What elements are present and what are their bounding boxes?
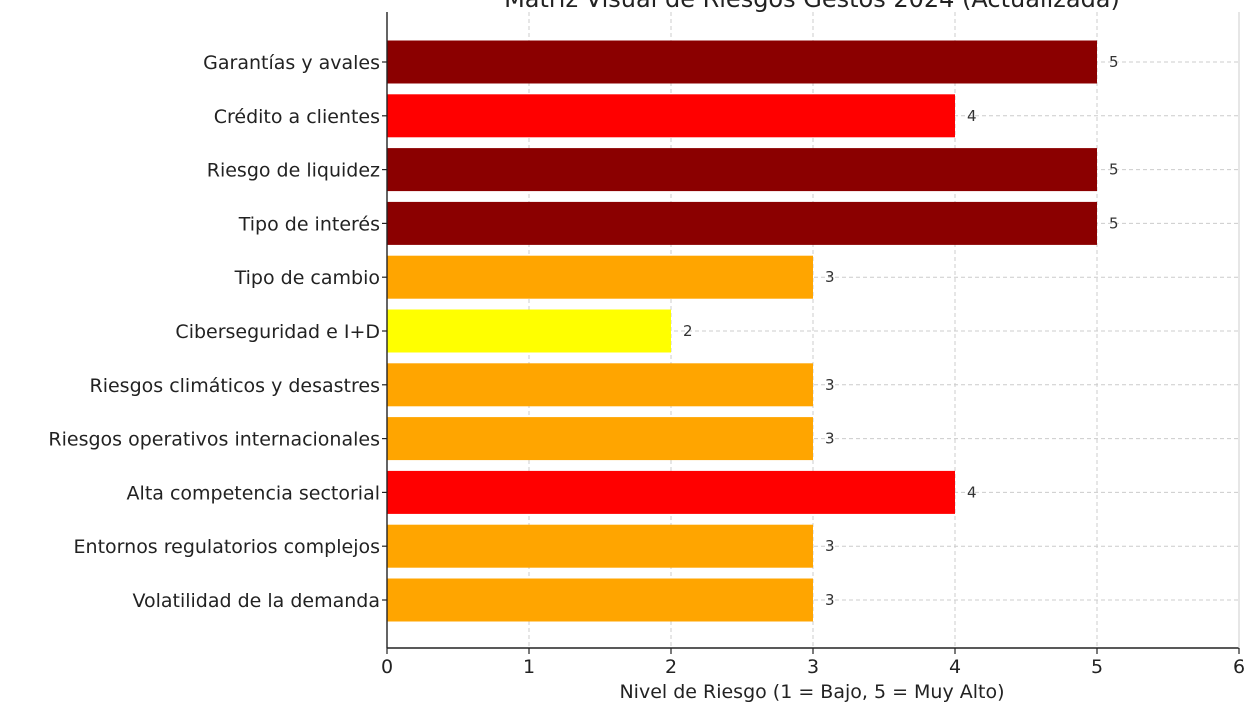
category-label: Tipo de cambio	[234, 267, 380, 289]
x-tick-labels: 0 1 2 3 4 5 6	[381, 648, 1245, 678]
value-label: 4	[967, 483, 977, 501]
bar	[387, 148, 1097, 192]
value-label: 3	[825, 376, 835, 394]
category-label: Volatilidad de la demanda	[132, 590, 380, 612]
category-label: Riesgo de liquidez	[207, 160, 380, 182]
value-label: 5	[1109, 53, 1119, 71]
bar	[387, 40, 1097, 84]
x-tick-label: 1	[523, 656, 535, 678]
value-label: 3	[825, 591, 835, 609]
bars	[387, 40, 1097, 622]
bar	[387, 524, 813, 568]
value-label: 4	[967, 107, 977, 125]
x-tick-label: 0	[381, 656, 393, 678]
category-label: Riesgos operativos internacionales	[48, 429, 380, 451]
x-tick-label: 6	[1233, 656, 1245, 678]
value-label: 2	[683, 322, 693, 340]
bar	[387, 201, 1097, 245]
category-label: Riesgos climáticos y desastres	[90, 375, 381, 397]
x-tick-label: 2	[665, 656, 677, 678]
bar	[387, 470, 955, 514]
x-tick-label: 3	[807, 656, 819, 678]
category-label: Crédito a clientes	[214, 106, 380, 128]
chart-title: Matriz Visual de Riesgos Gestos 2024 (Ac…	[504, 0, 1120, 13]
x-tick-label: 5	[1091, 656, 1103, 678]
bar	[387, 417, 813, 461]
value-label: 5	[1109, 214, 1119, 232]
x-tick-label: 4	[949, 656, 961, 678]
bar	[387, 363, 813, 407]
category-label: Ciberseguridad e I+D	[175, 321, 380, 343]
bar	[387, 255, 813, 299]
category-label: Tipo de interés	[238, 213, 380, 235]
category-label: Entornos regulatorios complejos	[74, 536, 380, 558]
value-label: 3	[825, 268, 835, 286]
bar	[387, 309, 671, 353]
value-label: 3	[825, 537, 835, 555]
x-axis-label: Nivel de Riesgo (1 = Bajo, 5 = Muy Alto)	[619, 681, 1004, 703]
category-labels: Garantías y avales Crédito a clientes Ries…	[48, 52, 387, 612]
value-labels: 5 4 5 5 3 2 3 3 4 3 3	[683, 53, 1119, 609]
value-label: 5	[1109, 161, 1119, 179]
category-label: Garantías y avales	[203, 52, 380, 74]
bar	[387, 94, 955, 138]
value-label: 3	[825, 430, 835, 448]
bar	[387, 578, 813, 622]
category-label: Alta competencia sectorial	[127, 482, 380, 504]
